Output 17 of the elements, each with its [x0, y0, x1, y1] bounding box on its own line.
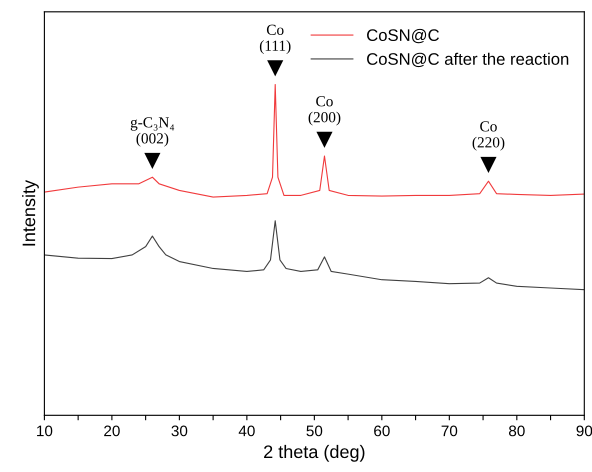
y-axis-title: Intensity: [22, 180, 39, 246]
x-tick-label: 90: [576, 425, 592, 436]
x-tick-label: 80: [508, 425, 525, 436]
x-tick-label: 70: [442, 425, 458, 436]
x-tick-label: 10: [37, 425, 52, 436]
annotation: Co (200): [308, 96, 340, 126]
annotation: Co (220): [472, 121, 504, 151]
legend-label: CoSN@C after the reaction: [367, 52, 568, 68]
legend-label: CoSN@C: [367, 28, 439, 44]
annotation: Co (111): [260, 24, 291, 54]
x-tick-label: 50: [306, 425, 322, 436]
x-tick-label: 60: [374, 425, 390, 436]
x-tick-label: 40: [238, 425, 255, 436]
x-axis-title: 2 theta (deg): [264, 444, 364, 462]
annotation: g-C₃N₄ (002): [130, 117, 174, 147]
x-tick-label: 30: [171, 425, 188, 436]
x-tick-label: 20: [104, 425, 120, 436]
